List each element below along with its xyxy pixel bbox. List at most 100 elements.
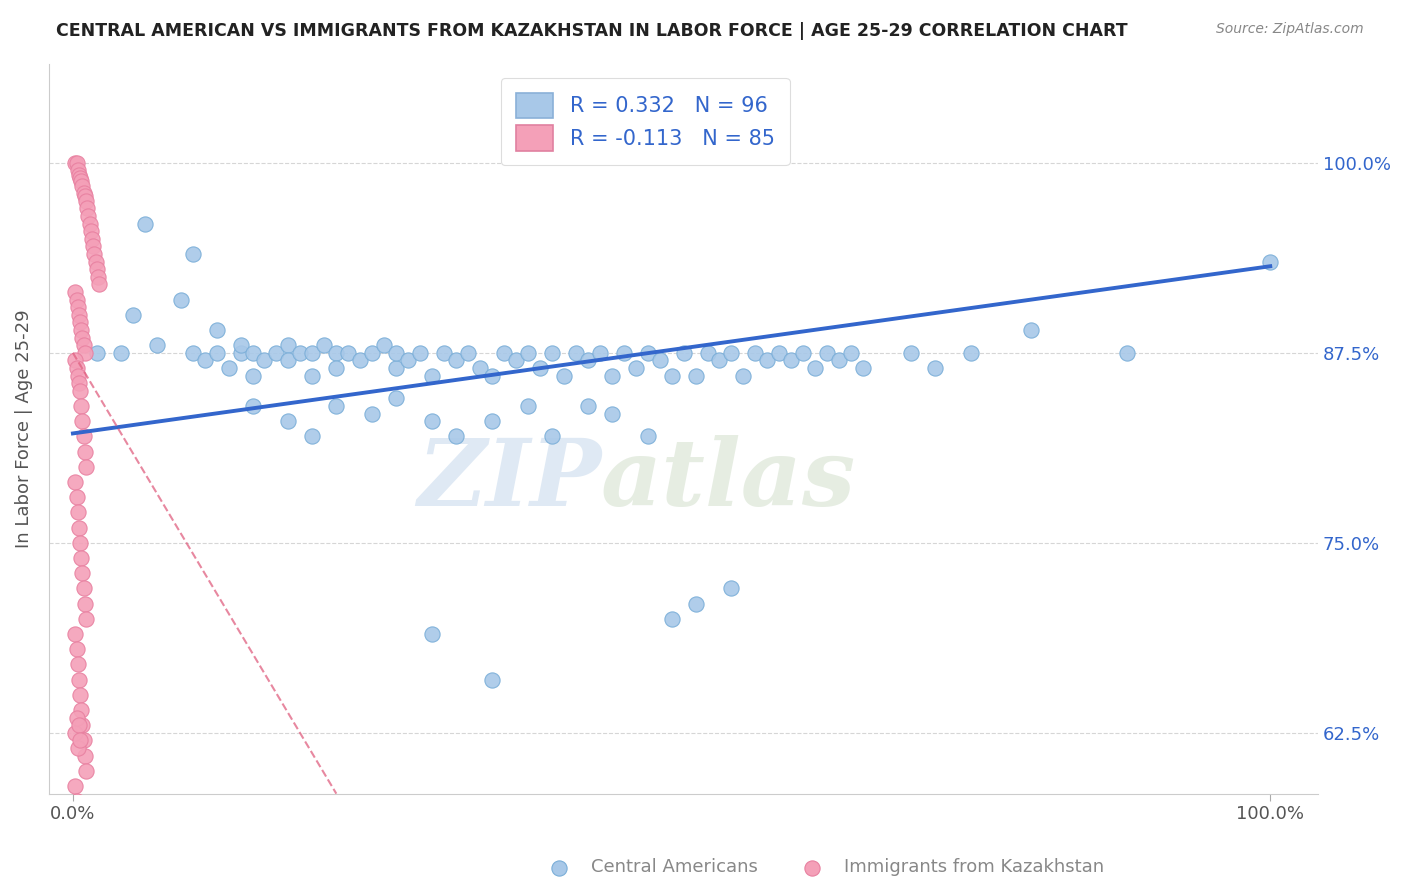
Point <box>67 308 90 322</box>
Point <box>481 368 503 383</box>
Point <box>505 353 527 368</box>
Point <box>66 657 89 672</box>
Point <box>553 368 575 383</box>
Point <box>1019 323 1042 337</box>
Point <box>69 839 91 854</box>
Point <box>77 209 100 223</box>
Point <box>804 361 827 376</box>
Point <box>70 323 93 337</box>
Point <box>145 338 167 352</box>
Point <box>67 673 90 687</box>
Point <box>540 346 562 360</box>
Point <box>637 346 659 360</box>
Point <box>82 239 104 253</box>
Point <box>73 748 96 763</box>
Point <box>277 338 299 352</box>
Point <box>75 612 97 626</box>
Point <box>648 353 671 368</box>
Point <box>373 338 395 352</box>
Point <box>839 346 862 360</box>
Point <box>65 711 87 725</box>
Point <box>65 156 87 170</box>
Point <box>110 346 132 360</box>
Point <box>86 346 108 360</box>
Point <box>80 232 103 246</box>
Point <box>205 323 228 337</box>
Point <box>65 293 87 307</box>
Point <box>516 399 538 413</box>
Point <box>65 156 87 170</box>
Point <box>75 764 97 778</box>
Point <box>1258 254 1281 268</box>
Point <box>72 331 94 345</box>
Point <box>349 353 371 368</box>
Point <box>828 353 851 368</box>
Point <box>72 718 94 732</box>
Point <box>84 254 107 268</box>
Point <box>696 346 718 360</box>
Point <box>325 361 347 376</box>
Point <box>768 346 790 360</box>
Point <box>385 392 408 406</box>
Point <box>70 855 93 869</box>
Point <box>325 399 347 413</box>
Point <box>960 346 983 360</box>
Point <box>86 262 108 277</box>
Point <box>661 368 683 383</box>
Point <box>613 346 636 360</box>
Point <box>73 582 96 596</box>
Point <box>361 346 384 360</box>
Point <box>325 346 347 360</box>
Point <box>229 346 252 360</box>
Point <box>70 703 93 717</box>
Y-axis label: In Labor Force | Age 25-29: In Labor Force | Age 25-29 <box>15 310 32 549</box>
Point <box>420 368 443 383</box>
Point <box>290 346 312 360</box>
Point <box>80 224 103 238</box>
Point <box>73 444 96 458</box>
Point <box>66 368 89 383</box>
Text: ZIP: ZIP <box>416 435 600 524</box>
Point <box>73 346 96 360</box>
Point <box>170 293 193 307</box>
Point <box>444 353 467 368</box>
Point <box>301 368 323 383</box>
Point <box>229 338 252 352</box>
Text: CENTRAL AMERICAN VS IMMIGRANTS FROM KAZAKHSTAN IN LABOR FORCE | AGE 25-29 CORREL: CENTRAL AMERICAN VS IMMIGRANTS FROM KAZA… <box>56 22 1128 40</box>
Point <box>89 277 111 292</box>
Point <box>396 353 419 368</box>
Point <box>277 414 299 428</box>
Point <box>66 300 89 314</box>
Point <box>792 346 814 360</box>
Point <box>65 285 87 299</box>
Point <box>70 174 93 188</box>
Point <box>205 346 228 360</box>
Point <box>73 429 96 443</box>
Point <box>481 414 503 428</box>
Point <box>73 733 96 747</box>
Point <box>79 217 101 231</box>
Point <box>468 361 491 376</box>
Point <box>720 582 742 596</box>
Point <box>600 368 623 383</box>
Point <box>420 627 443 641</box>
Point <box>69 733 91 747</box>
Text: Immigrants from Kazakhstan: Immigrants from Kazakhstan <box>844 858 1104 876</box>
Point <box>277 353 299 368</box>
Point <box>67 824 90 838</box>
Point <box>266 346 288 360</box>
Point <box>709 353 731 368</box>
Point <box>218 361 240 376</box>
Point <box>72 870 94 884</box>
Point <box>685 368 707 383</box>
Point <box>73 189 96 203</box>
Point <box>815 346 838 360</box>
Text: Central Americans: Central Americans <box>591 858 758 876</box>
Point <box>624 361 647 376</box>
Point <box>65 779 87 793</box>
Point <box>65 475 87 489</box>
Point <box>361 407 384 421</box>
Point <box>69 536 91 550</box>
Point <box>900 346 922 360</box>
Point <box>801 862 824 876</box>
